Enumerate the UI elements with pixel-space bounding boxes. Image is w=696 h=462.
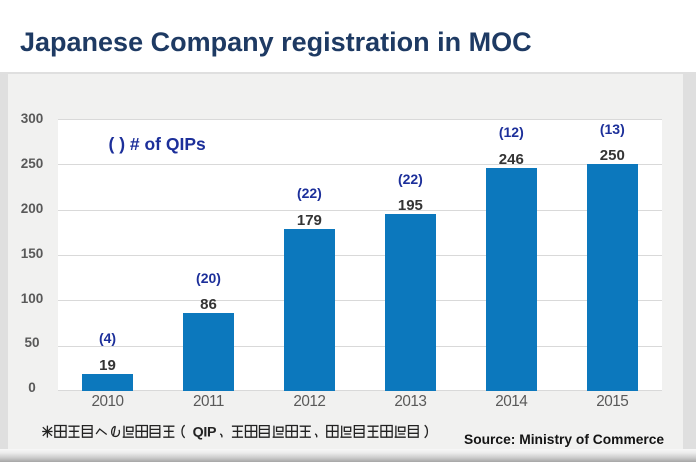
svg-text:QIP: QIP <box>193 425 217 440</box>
